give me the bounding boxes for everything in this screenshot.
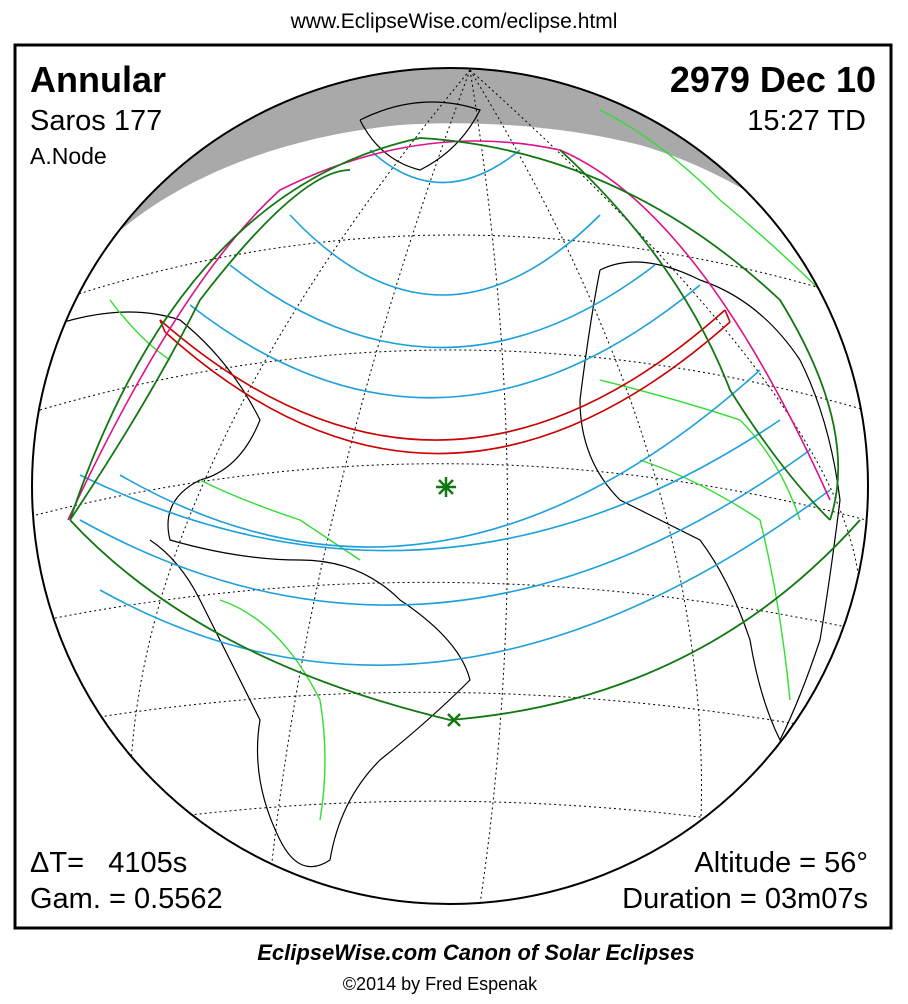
- header-url: www.EclipseWise.com/eclipse.html: [290, 10, 618, 33]
- time: 15:27 TD: [747, 105, 866, 137]
- gamma: Gam. = 0.5562: [30, 883, 223, 915]
- footer-title: EclipseWise.com Canon of Solar Eclipses: [257, 940, 695, 965]
- eclipse-type: Annular: [30, 59, 166, 100]
- delta-t: ΔT= 4105s: [30, 847, 187, 879]
- greatest-eclipse-marker: [436, 477, 461, 727]
- altitude: Altitude = 56°: [694, 847, 868, 879]
- date: 2979 Dec 10: [670, 59, 876, 100]
- coastlines: [39, 101, 841, 868]
- footer-copyright: ©2014 by Fred Espenak: [343, 974, 538, 994]
- globe-outline: [31, 67, 869, 905]
- duration: Duration = 03m07s: [622, 883, 868, 915]
- magnitude-lines: [79, 149, 831, 666]
- central-path: [159, 309, 731, 455]
- saros: Saros 177: [30, 105, 162, 137]
- penumbra-limits: [69, 137, 861, 721]
- limit-line: [67, 140, 831, 521]
- node: A.Node: [30, 143, 107, 169]
- graticule: [35, 69, 867, 904]
